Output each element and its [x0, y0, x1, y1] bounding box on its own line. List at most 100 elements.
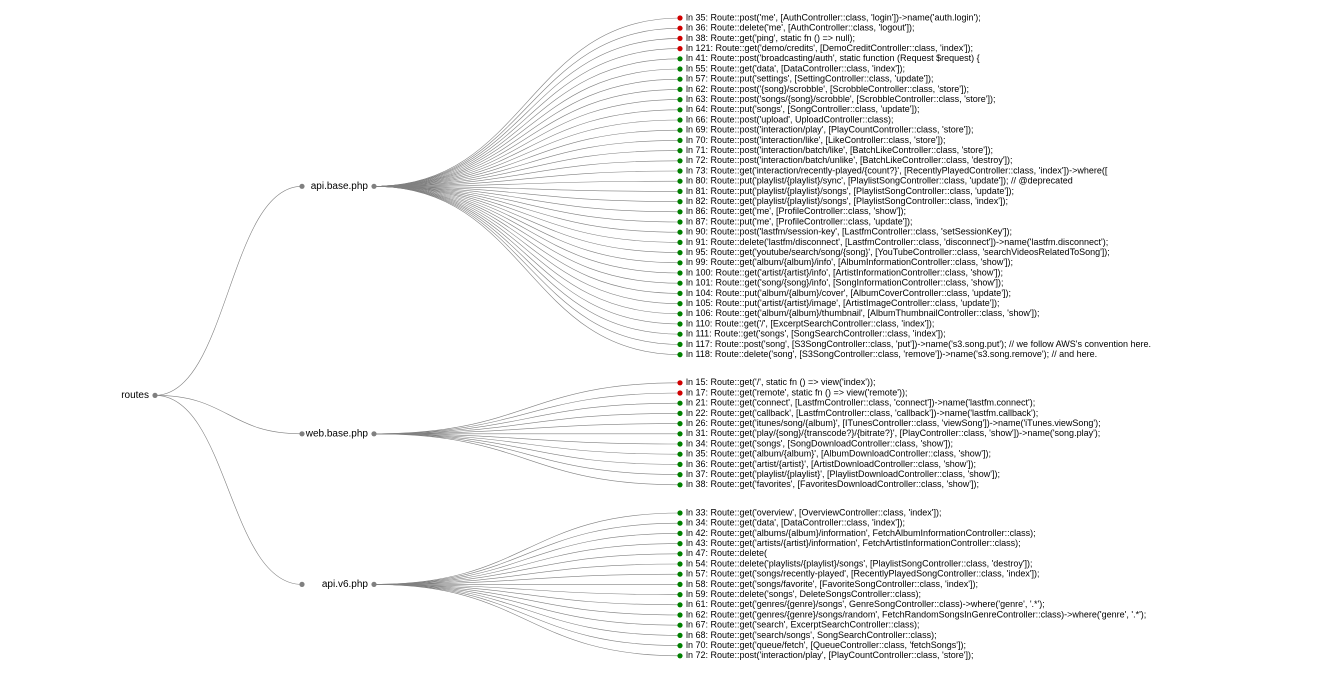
- leaf-dot: [677, 401, 682, 406]
- link-file-leaf: [374, 79, 680, 186]
- leaf-dot: [677, 281, 682, 286]
- leaf-label: ln 34: Route::get('data', [DataControlle…: [686, 518, 905, 528]
- leaf-dot: [677, 510, 682, 515]
- leaf-dot: [677, 612, 682, 617]
- link-file-leaf: [374, 434, 680, 465]
- link-root-file: [155, 395, 302, 433]
- link-file-leaf: [374, 186, 680, 262]
- leaf-dot: [677, 561, 682, 566]
- leaf-label: ln 73: Route::get('interaction/recently-…: [686, 165, 1108, 175]
- leaf-label: ln 66: Route::post('upload', UploadContr…: [686, 114, 894, 124]
- leaf-label: ln 22: Route::get('callback', [LastfmCon…: [686, 408, 1038, 418]
- link-file-leaf: [374, 434, 680, 485]
- leaf-label: ln 110: Route::get('/', [ExcerptSearchCo…: [686, 318, 934, 328]
- leaf-dot: [677, 551, 682, 556]
- file-label: web.base.php: [305, 428, 369, 439]
- link-file-leaf: [374, 28, 680, 186]
- leaf-dot: [677, 291, 682, 296]
- leaf-dot: [677, 301, 682, 306]
- leaf-dot: [677, 521, 682, 526]
- file-dot-left: [299, 184, 304, 189]
- leaf-dot: [677, 168, 682, 173]
- link-file-leaf: [374, 584, 680, 604]
- leaf-dot: [677, 199, 682, 204]
- leaf-label: ln 121: Route::get('demo/credits', [Demo…: [686, 43, 973, 53]
- leaf-dot: [677, 77, 682, 82]
- leaf-label: ln 34: Route::get('songs', [SongDownload…: [686, 438, 953, 448]
- link-file-leaf: [374, 186, 680, 293]
- link-file-leaf: [374, 434, 680, 475]
- leaf-label: ln 70: Route::get('queue/fetch', [QueueC…: [686, 640, 966, 650]
- leaf-dot: [677, 411, 682, 416]
- link-file-leaf: [374, 413, 680, 433]
- leaf-label: ln 59: Route::delete('songs', DeleteSong…: [686, 589, 921, 599]
- link-file-leaf: [374, 584, 680, 625]
- leaf-dot: [677, 117, 682, 122]
- leaf-dot: [677, 592, 682, 597]
- leaf-label: ln 33: Route::get('overview', [OverviewC…: [686, 507, 941, 517]
- leaf-label: ln 38: Route::get('favorites', [Favorite…: [686, 479, 979, 489]
- leaf-dot: [677, 46, 682, 51]
- leaf-dot: [677, 36, 682, 41]
- leaf-label: ln 37: Route::get('playlist/{playlist}',…: [686, 469, 1000, 479]
- leaf-dot: [677, 66, 682, 71]
- leaf-dot: [677, 87, 682, 92]
- leaf-label: ln 57: Route::put('settings', [SettingCo…: [686, 74, 934, 84]
- file-label: api.v6.php: [322, 579, 369, 590]
- leaf-label: ln 72: Route::post('interaction/batch/un…: [686, 155, 1013, 165]
- leaf-dot: [677, 56, 682, 61]
- leaf-dot: [677, 321, 682, 326]
- leaf-dot: [677, 311, 682, 316]
- leaf-label: ln 61: Route::get('genres/{genre}/songs'…: [686, 599, 1045, 609]
- leaf-label: ln 80: Route::put('playlist/{playlist}/s…: [686, 176, 1073, 186]
- leaf-dot: [677, 643, 682, 648]
- link-file-leaf: [374, 434, 680, 454]
- link-file-leaf: [374, 523, 680, 584]
- leaf-dot: [677, 421, 682, 426]
- link-file-leaf: [374, 393, 680, 434]
- leaf-dot: [677, 602, 682, 607]
- leaf-dot: [677, 128, 682, 133]
- leaf-label: ln 72: Route::post('interaction/play', […: [686, 650, 974, 660]
- leaf-label: ln 101: Route::get('song/{song}/info', […: [686, 278, 1004, 288]
- leaf-dot: [677, 380, 682, 385]
- leaf-dot: [677, 582, 682, 587]
- leaf-label: ln 95: Route::get('youtube/search/song/{…: [686, 247, 1110, 257]
- leaf-dot: [677, 653, 682, 658]
- leaf-label: ln 15: Route::get('/', static fn () => v…: [686, 377, 875, 387]
- leaf-label: ln 64: Route::put('songs', [SongControll…: [686, 104, 920, 114]
- leaf-label: ln 111: Route::get('songs', [SongSearchC…: [686, 329, 946, 339]
- leaf-dot: [677, 531, 682, 536]
- leaf-label: ln 90: Route::post('lastfm/session-key',…: [686, 227, 1012, 237]
- leaf-label: ln 81: Route::put('playlist/{playlist}/s…: [686, 186, 1014, 196]
- leaf-label: ln 71: Route::post('interaction/batch/li…: [686, 145, 993, 155]
- link-file-leaf: [374, 554, 680, 585]
- leaf-dot: [677, 209, 682, 214]
- link-file-leaf: [374, 186, 680, 242]
- link-file-leaf: [374, 49, 680, 187]
- leaf-label: ln 100: Route::get('artist/{artist}/info…: [686, 267, 1003, 277]
- leaf-dot: [677, 352, 682, 357]
- file-dot-right: [371, 431, 376, 436]
- leaf-label: ln 26: Route::get('itunes/song/{album}',…: [686, 418, 1101, 428]
- leaf-label: ln 62: Route::get('genres/{genre}/songs/…: [686, 609, 1146, 619]
- leaf-label: ln 62: Route::post('{song}/scrobble', [S…: [686, 84, 969, 94]
- leaf-dot: [677, 179, 682, 184]
- leaf-label: ln 42: Route::get('albums/{album}/inform…: [686, 528, 1036, 538]
- leaf-dot: [677, 342, 682, 347]
- leaf-dot: [677, 541, 682, 546]
- link-file-leaf: [374, 186, 680, 232]
- file-dot-left: [299, 431, 304, 436]
- link-file-leaf: [374, 584, 680, 615]
- link-root-file: [155, 186, 302, 395]
- leaf-dot: [677, 452, 682, 457]
- leaf-label: ln 86: Route::get('me', [ProfileControll…: [686, 206, 906, 216]
- tree-diagram: routesapi.base.phpweb.base.phpapi.v6.php…: [0, 0, 1320, 682]
- leaf-label: ln 17: Route::get('remote', static fn ()…: [686, 387, 907, 397]
- leaf-dot: [677, 633, 682, 638]
- leaf-label: ln 67: Route::get('search', ExcerptSearc…: [686, 620, 920, 630]
- link-file-leaf: [374, 186, 680, 252]
- link-file-leaf: [374, 186, 680, 344]
- leaf-label: ln 87: Route::put('me', [ProfileControll…: [686, 216, 912, 226]
- link-file-leaf: [374, 383, 680, 434]
